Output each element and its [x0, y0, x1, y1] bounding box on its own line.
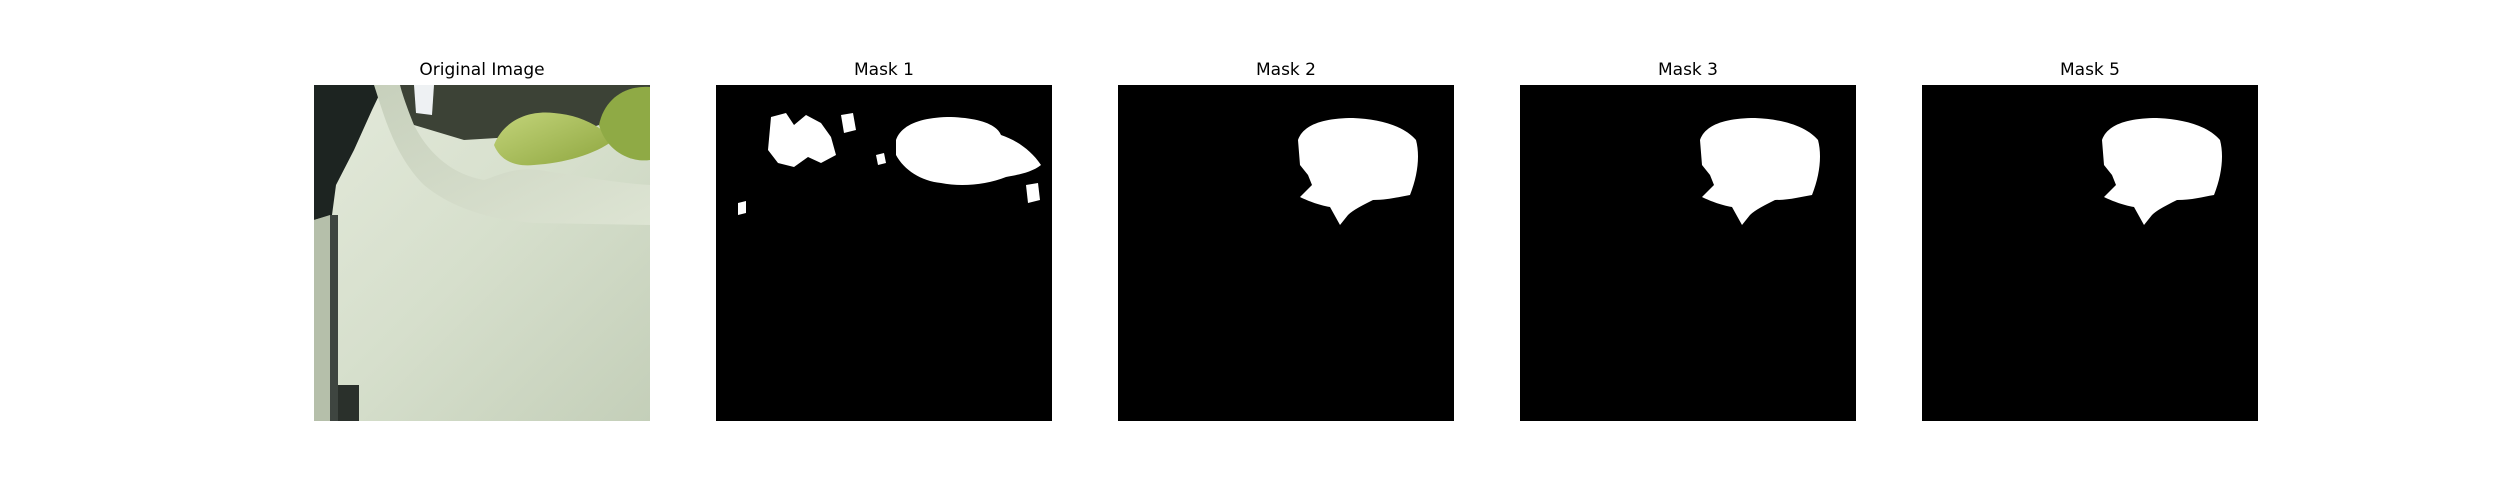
photo-leaf-left: [494, 112, 614, 166]
photo-left-strip: [314, 215, 330, 421]
mask-3-graphic: [1520, 85, 1856, 421]
panel-mask-2: Mask 2: [1118, 0, 1454, 500]
mask-5-graphic: [1922, 85, 2258, 421]
mask-region-left: [768, 113, 836, 167]
photo-horn: [374, 85, 650, 225]
original-image: [314, 85, 650, 421]
mask-region-main: [1298, 118, 1418, 225]
mask-region-main: [2102, 118, 2222, 225]
panel-mask-1: Mask 1: [716, 0, 1052, 500]
panel-title: Mask 1: [853, 60, 914, 80]
panel-title: Mask 2: [1255, 60, 1316, 80]
mask-2-image: [1118, 85, 1454, 421]
original-image-graphic: [314, 85, 650, 421]
mask-3-image: [1520, 85, 1856, 421]
panel-mask-3: Mask 3: [1520, 0, 1856, 500]
photo-bottom-shadow: [338, 385, 359, 421]
photo-dark-corner: [314, 85, 384, 220]
panel-title: Mask 3: [1657, 60, 1718, 80]
panel-title: Mask 5: [2059, 60, 2120, 80]
photo-leaf-right: [599, 86, 650, 161]
photo-highlight: [414, 85, 434, 115]
panel-title: Original Image: [419, 60, 545, 80]
mask-5-image: [1922, 85, 2258, 421]
mask-region-small-2: [876, 153, 886, 165]
mask-region-small-4: [738, 201, 746, 215]
photo-edge-line: [330, 215, 338, 421]
panel-mask-5: Mask 5: [1922, 0, 2258, 500]
mask-region-small-1: [841, 113, 856, 133]
mask-region-small-3: [1026, 183, 1040, 203]
mask-region-main: [1700, 118, 1820, 225]
mask-1-image: [716, 85, 1052, 421]
panel-original-image: Original Image: [314, 0, 650, 500]
mask-region-main: [896, 117, 1041, 185]
mask-2-graphic: [1118, 85, 1454, 421]
mask-1-graphic: [716, 85, 1052, 421]
